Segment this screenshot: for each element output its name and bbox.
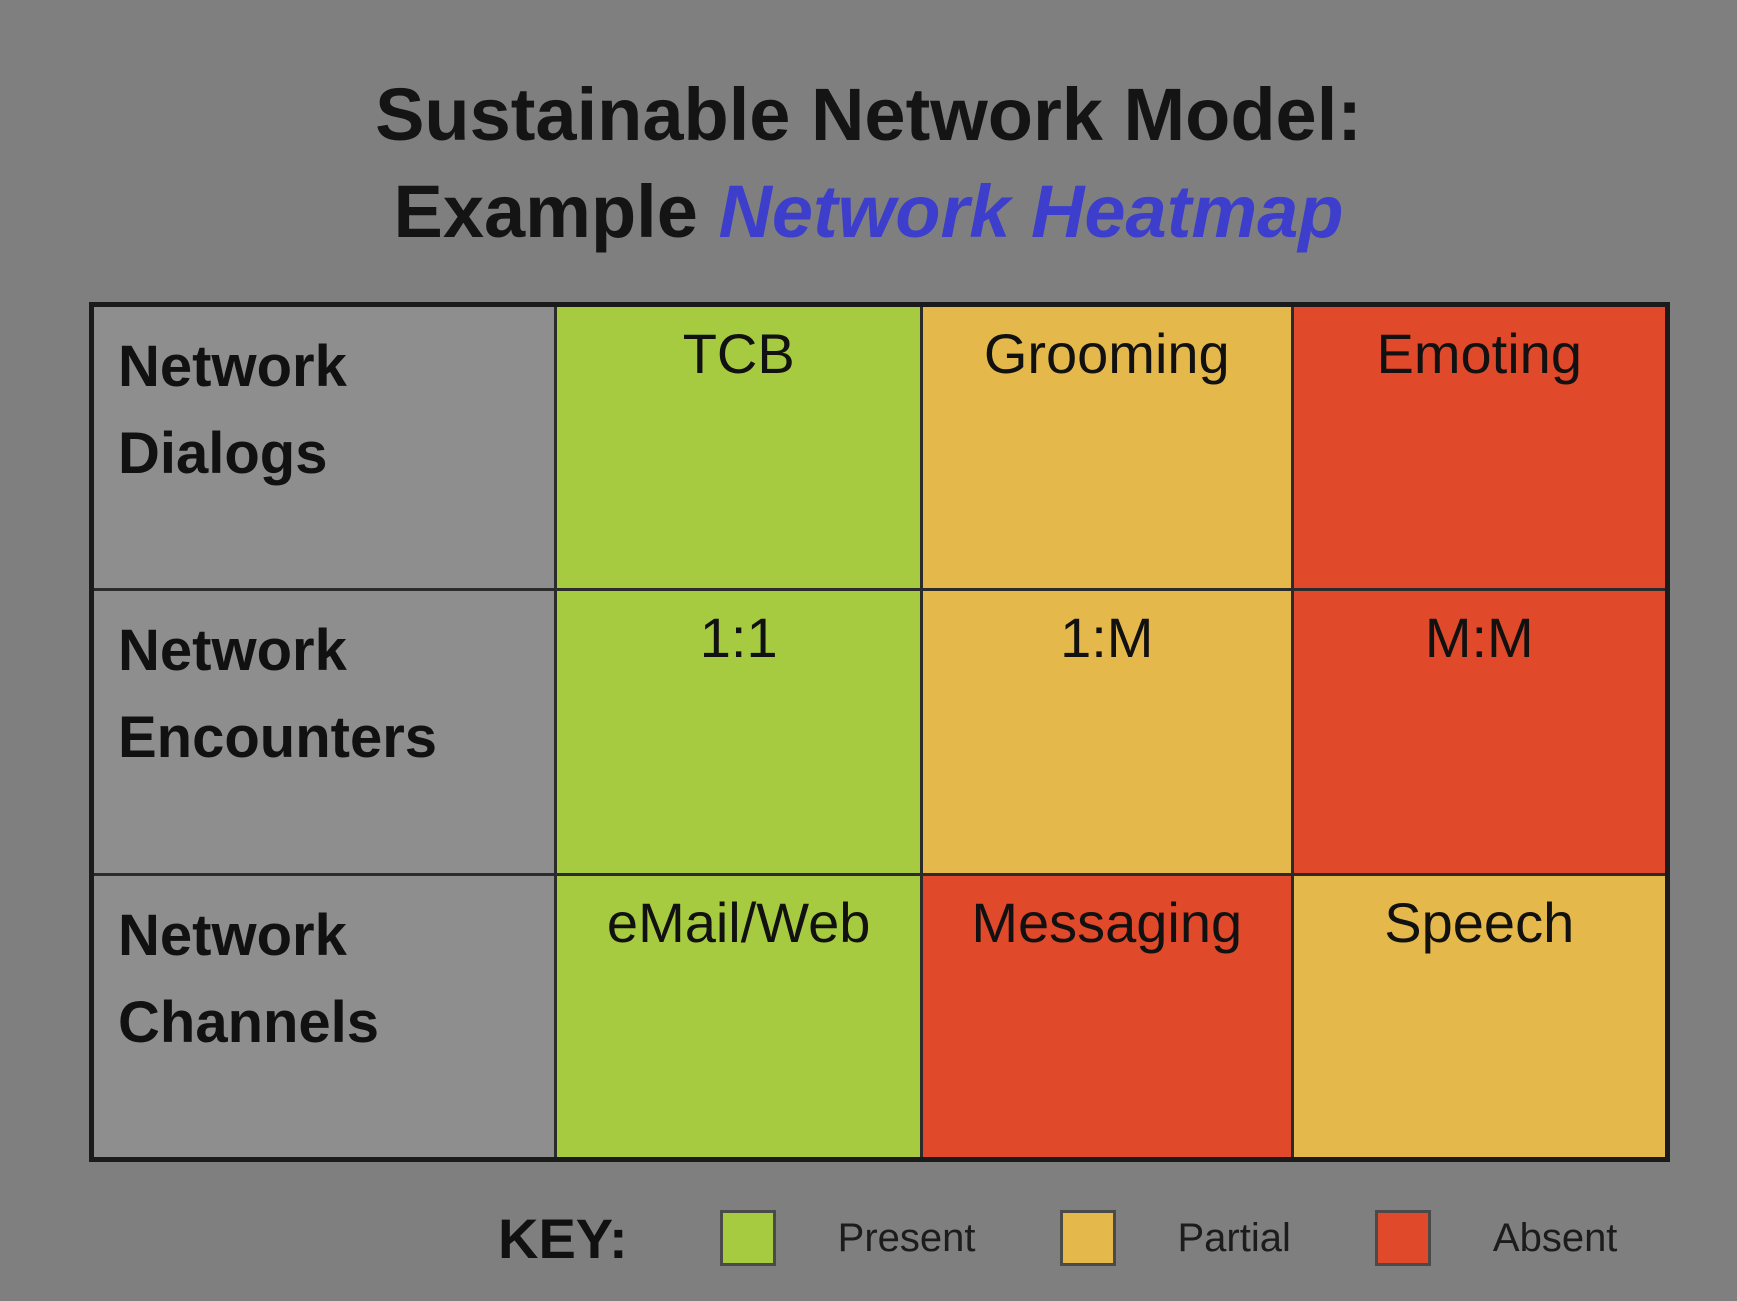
legend-item-partial: Partial (1059, 1210, 1291, 1266)
cell-text: M:M (1424, 606, 1534, 670)
slide-title: Sustainable Network Model: Example Netwo… (0, 66, 1737, 260)
title-line-2-highlight: Network Heatmap (718, 170, 1344, 253)
heatmap-cell-r1c1: TCB (557, 307, 920, 589)
cell-text: Emoting (1376, 322, 1582, 385)
absent-swatch (1374, 1210, 1431, 1266)
heatmap-cell-r3c1: eMail/Web (557, 875, 920, 1157)
cell-text: Grooming (983, 322, 1230, 385)
title-line-1: Sustainable Network Model: (375, 73, 1362, 156)
present-swatch (719, 1210, 776, 1266)
title-line-2-prefix: Example (393, 170, 719, 253)
legend: KEY: Present Partial Absent (498, 1198, 1617, 1278)
heatmap-cell-r2c2: 1:M (922, 591, 1291, 873)
heatmap-cell-r1c3: Emoting (1293, 307, 1665, 589)
legend-label: Absent (1492, 1215, 1618, 1260)
row-label-network-channels: Network Channels (94, 875, 555, 1157)
network-heatmap-table: Network Dialogs TCB Grooming Emoting Net… (89, 302, 1670, 1162)
heatmap-cell-r3c2: Messaging (922, 875, 1291, 1157)
legend-item-absent: Absent (1374, 1210, 1618, 1266)
cell-text: 1:M (1060, 606, 1154, 670)
heatmap-cell-r3c3: Speech (1293, 875, 1665, 1157)
legend-title: KEY: (498, 1206, 628, 1270)
heatmap-cell-r2c1: 1:1 (557, 591, 920, 873)
legend-label: Present (837, 1215, 976, 1260)
legend-label: Partial (1177, 1215, 1291, 1260)
cell-text: Messaging (971, 890, 1243, 954)
cell-text: eMail/Web (606, 890, 871, 954)
heatmap-cell-r2c3: M:M (1293, 591, 1665, 873)
cell-text: Speech (1384, 890, 1575, 954)
row-label-network-encounters: Network Encounters (94, 591, 555, 873)
cell-text: TCB (682, 322, 795, 385)
legend-item-present: Present (719, 1210, 976, 1266)
title-line-2: Example Network Heatmap (0, 163, 1737, 260)
partial-swatch (1059, 1210, 1116, 1266)
cell-text: 1:1 (699, 606, 778, 670)
row-label-network-dialogs: Network Dialogs (94, 307, 555, 589)
heatmap-cell-r1c2: Grooming (922, 307, 1291, 589)
